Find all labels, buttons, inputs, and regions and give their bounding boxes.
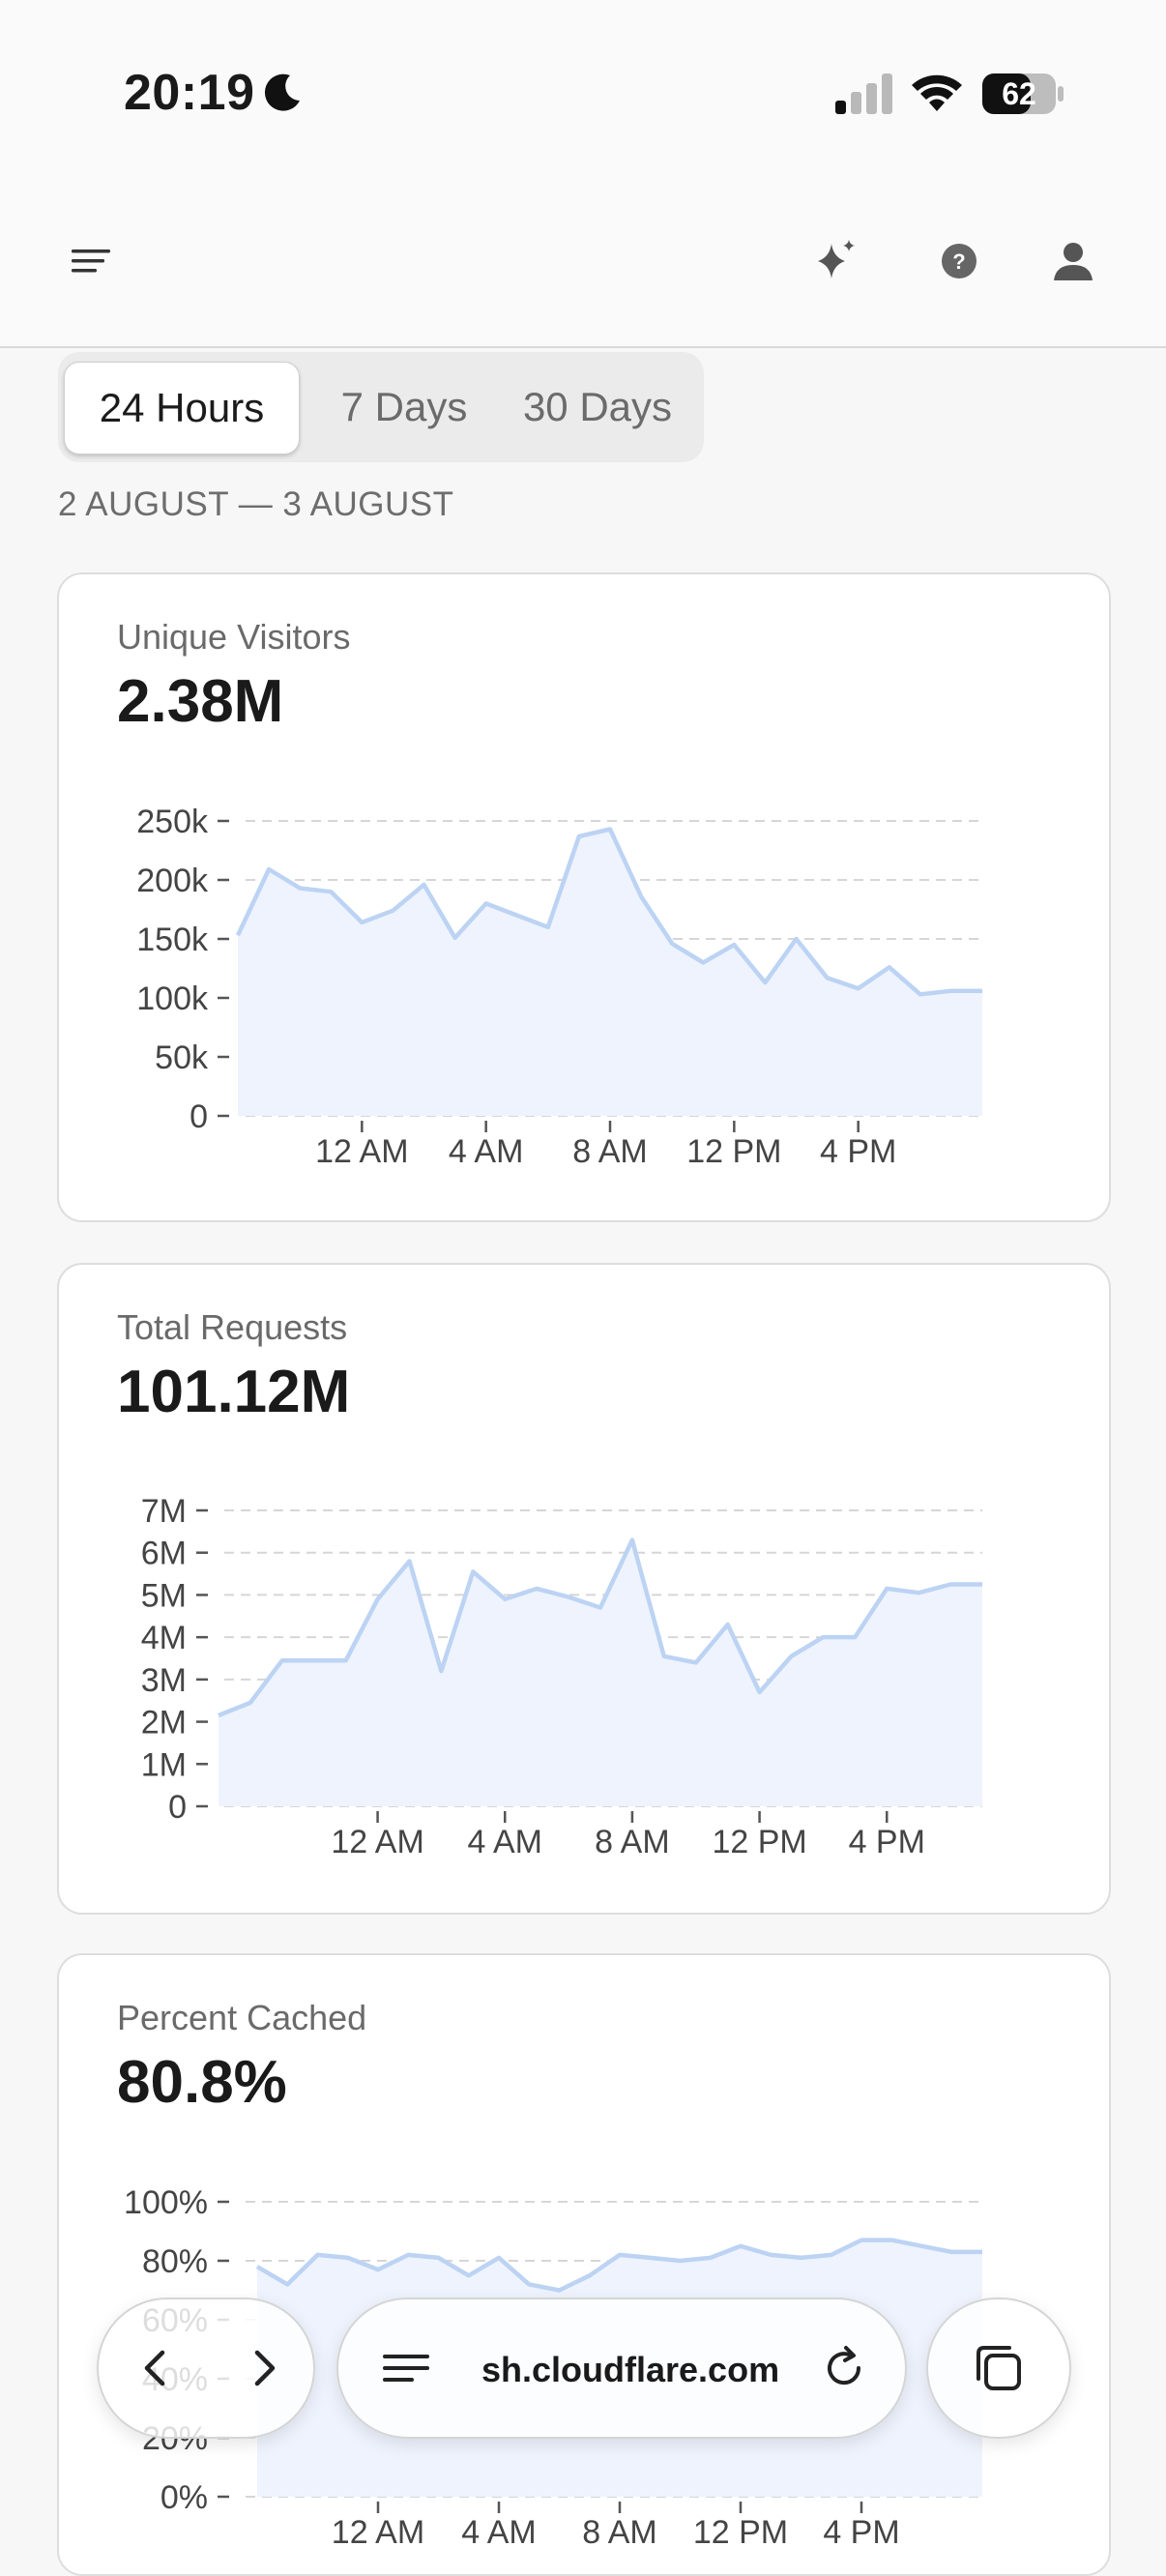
sparkle-icon[interactable] [812,238,859,284]
x-tick-label: 12 PM [712,1824,806,1860]
percent-cached-card[interactable]: Percent Cached 80.8% 0%20%40%60%80%100%1… [57,1953,1111,2576]
tab-30-days[interactable]: 30 Days [497,362,698,453]
chevron-right-icon[interactable] [240,2345,286,2391]
x-tick-label: 4 AM [461,2514,536,2551]
y-tick-label: 7M [141,1493,187,1530]
y-tick-label: 0 [189,1098,208,1135]
app-header: ? [0,184,1166,348]
time-range-tabs: 24 Hours 7 Days 30 Days [58,352,704,462]
x-tick-label: 12 AM [332,2514,424,2551]
x-tick-label: 12 AM [315,1133,408,1170]
unique-visitors-chart: 0 50k 100k 150k 200k 250k 12 AM 4 AM 8 AM 12 PM 4 … [59,574,1109,1220]
x-tick-label: 4 PM [823,2514,899,2551]
tabs-icon[interactable] [971,2342,1027,2396]
y-tick-label: 0% [160,2479,208,2516]
x-tick-label: 4 PM [820,1133,896,1170]
y-tick-label: 100% [124,2184,208,2221]
tab-7-days[interactable]: 7 Days [311,362,497,453]
y-tick-label: 4M [141,1620,187,1656]
y-tick-label: 150k [136,922,209,958]
x-tick-label: 12 AM [331,1824,423,1860]
y-tick-label: 3M [141,1662,187,1699]
help-circle-icon[interactable]: ? [936,238,982,284]
x-tick-label: 12 PM [693,2514,788,2551]
x-tick-label: 4 AM [468,1824,542,1860]
date-range: 2 AUGUST — 3 AUGUST [58,485,454,524]
chevron-left-icon[interactable] [133,2345,180,2391]
reload-icon[interactable] [820,2344,868,2392]
status-time: 20:19 [124,64,255,122]
x-tick-label: 4 AM [449,1133,523,1170]
y-tick-label: 1M [141,1746,187,1783]
x-tick-label: 8 AM [595,1824,669,1860]
menu-icon[interactable] [70,238,116,284]
battery-level: 62 [982,73,1056,114]
moon-icon [261,72,304,114]
x-tick-label: 8 AM [572,1133,647,1170]
y-tick-label: 0 [168,1789,187,1826]
x-tick-label: 8 AM [582,2514,656,2551]
browser-toolbar: sh.cloudflare.com [0,2282,1166,2446]
y-tick-label: 100k [136,981,209,1017]
wifi-icon [909,70,965,114]
x-tick-label: 12 PM [686,1133,781,1170]
status-bar: 20:19 62 [0,0,1166,184]
y-tick-label: 200k [136,863,209,899]
address-bar[interactable]: sh.cloudflare.com [336,2298,907,2439]
cellular-signal-icon [833,73,893,114]
y-tick-label: 2M [141,1705,187,1742]
tab-24-hours[interactable]: 24 Hours [64,362,300,454]
series-area [219,1540,982,1806]
tabs-pill [926,2298,1071,2439]
y-tick-label: 6M [141,1536,187,1572]
svg-text:?: ? [952,249,965,274]
y-tick-label: 5M [141,1577,187,1614]
y-tick-label: 50k [155,1039,209,1076]
total-requests-chart: 0 1M 2M 3M 4M 5M 6M 7M 12 AM 4 AM 8 AM 12 PM 4 PM [59,1265,1109,1913]
history-nav-pill [97,2298,315,2439]
y-tick-label: 80% [142,2243,208,2280]
user-icon[interactable] [1050,238,1096,284]
lines-icon[interactable] [381,2345,431,2391]
url-text[interactable]: sh.cloudflare.com [481,2299,820,2441]
y-tick-label: 250k [136,804,209,840]
x-tick-label: 4 PM [849,1824,925,1860]
battery-indicator: 62 [982,73,1064,114]
series-area [238,830,982,1117]
